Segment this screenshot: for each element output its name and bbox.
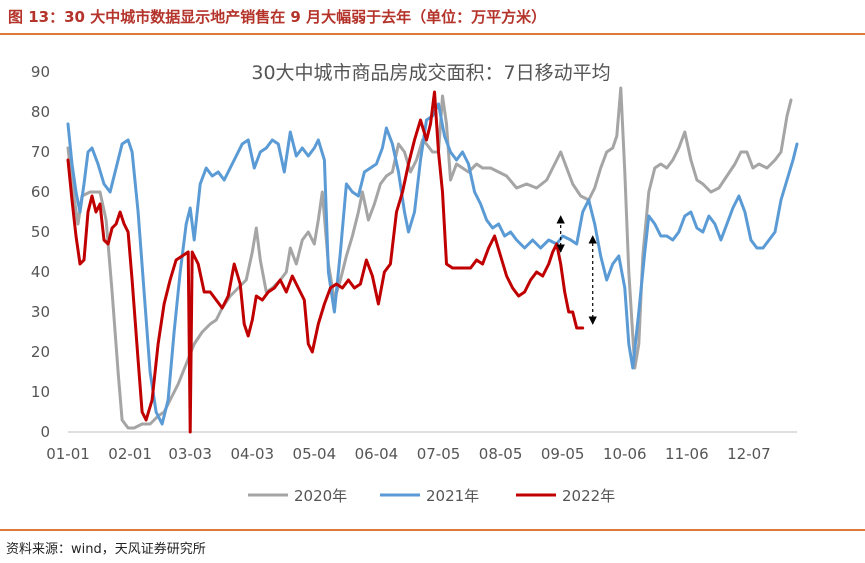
legend-label: 2021年 <box>426 487 479 505</box>
y-tick-label: 90 <box>31 63 50 81</box>
y-tick-label: 70 <box>31 143 50 161</box>
x-tick-label: 06-04 <box>355 445 399 463</box>
y-tick-label: 80 <box>31 103 50 121</box>
series-layer <box>66 86 799 434</box>
x-tick-label: 01-01 <box>46 445 90 463</box>
y-tick-label: 20 <box>31 343 50 361</box>
y-axis: 0 10 20 30 40 50 60 70 80 90 <box>31 63 50 441</box>
y-tick-label: 10 <box>31 383 50 401</box>
x-tick-label: 07-05 <box>417 445 461 463</box>
y-tick-label: 50 <box>31 223 50 241</box>
x-tick-label: 11-06 <box>665 445 709 463</box>
source-rule <box>0 529 865 531</box>
caption-rule <box>0 33 865 35</box>
legend: 2020年 2021年 2022年 <box>248 487 615 505</box>
x-axis: 01-01 02-01 03-03 04-03 05-04 06-04 07-05 08-05… <box>46 431 797 463</box>
y-tick-label: 0 <box>40 423 50 441</box>
chart-title: 30大中城市商品房成交面积：7日移动平均 <box>251 62 610 84</box>
x-tick-label: 08-05 <box>479 445 523 463</box>
x-tick-label: 03-03 <box>168 445 212 463</box>
legend-label: 2020年 <box>294 487 347 505</box>
y-tick-label: 60 <box>31 183 50 201</box>
series-line-2021年 <box>66 102 799 426</box>
figure-caption: 图 13：30 大中城市数据显示地产销售在 9 月大幅弱于去年（单位：万平方米） <box>8 8 547 26</box>
x-tick-label: 12-07 <box>727 445 771 463</box>
x-tick-label: 10-06 <box>603 445 647 463</box>
chart: 30大中城市商品房成交面积：7日移动平均 0 10 20 30 40 50 60 70 80 90… <box>31 62 799 505</box>
x-tick-label: 09-05 <box>541 445 585 463</box>
y-tick-label: 30 <box>31 303 50 321</box>
annotation-layer <box>556 215 597 325</box>
source-note: 资料来源：wind，天风证券研究所 <box>6 542 206 557</box>
x-tick-label: 02-01 <box>108 445 152 463</box>
x-tick-label: 04-03 <box>230 445 274 463</box>
x-tick-label: 05-04 <box>293 445 337 463</box>
y-tick-label: 40 <box>31 263 50 281</box>
legend-label: 2022年 <box>562 487 615 505</box>
series-line-2022年 <box>66 90 585 434</box>
